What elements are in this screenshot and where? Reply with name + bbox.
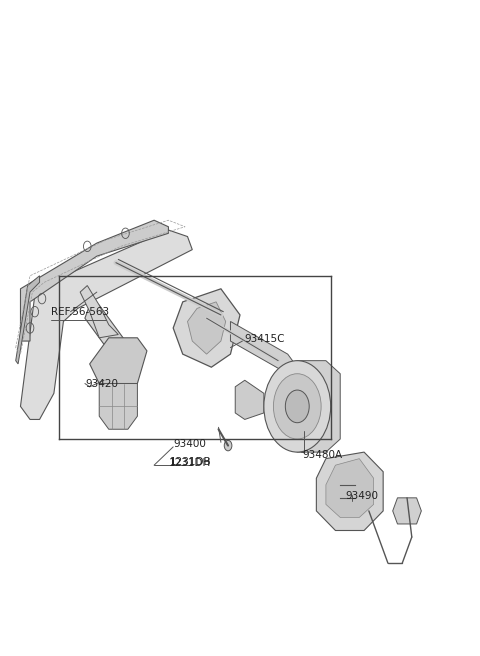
Text: 1231DB: 1231DB bbox=[170, 457, 211, 467]
Polygon shape bbox=[21, 220, 168, 341]
Polygon shape bbox=[235, 380, 264, 419]
Text: 93490: 93490 bbox=[345, 491, 378, 501]
Circle shape bbox=[224, 440, 232, 451]
Polygon shape bbox=[230, 321, 297, 380]
Polygon shape bbox=[326, 459, 373, 518]
Polygon shape bbox=[278, 361, 340, 452]
Polygon shape bbox=[188, 302, 226, 354]
Text: 93400: 93400 bbox=[173, 439, 206, 449]
Text: 93480A: 93480A bbox=[302, 451, 342, 461]
Polygon shape bbox=[85, 305, 137, 397]
Polygon shape bbox=[99, 384, 137, 429]
Text: 1231DH: 1231DH bbox=[169, 459, 211, 468]
Text: REF.56-563: REF.56-563 bbox=[51, 306, 109, 317]
Polygon shape bbox=[21, 230, 192, 419]
Circle shape bbox=[274, 374, 321, 439]
Polygon shape bbox=[80, 285, 118, 338]
Polygon shape bbox=[393, 498, 421, 524]
Circle shape bbox=[285, 390, 309, 422]
Polygon shape bbox=[90, 338, 147, 384]
Text: 93420: 93420 bbox=[85, 379, 118, 388]
Polygon shape bbox=[16, 276, 39, 364]
Text: 93415C: 93415C bbox=[245, 335, 285, 344]
Polygon shape bbox=[316, 452, 383, 531]
Polygon shape bbox=[173, 289, 240, 367]
Circle shape bbox=[291, 366, 303, 382]
Circle shape bbox=[264, 361, 331, 452]
